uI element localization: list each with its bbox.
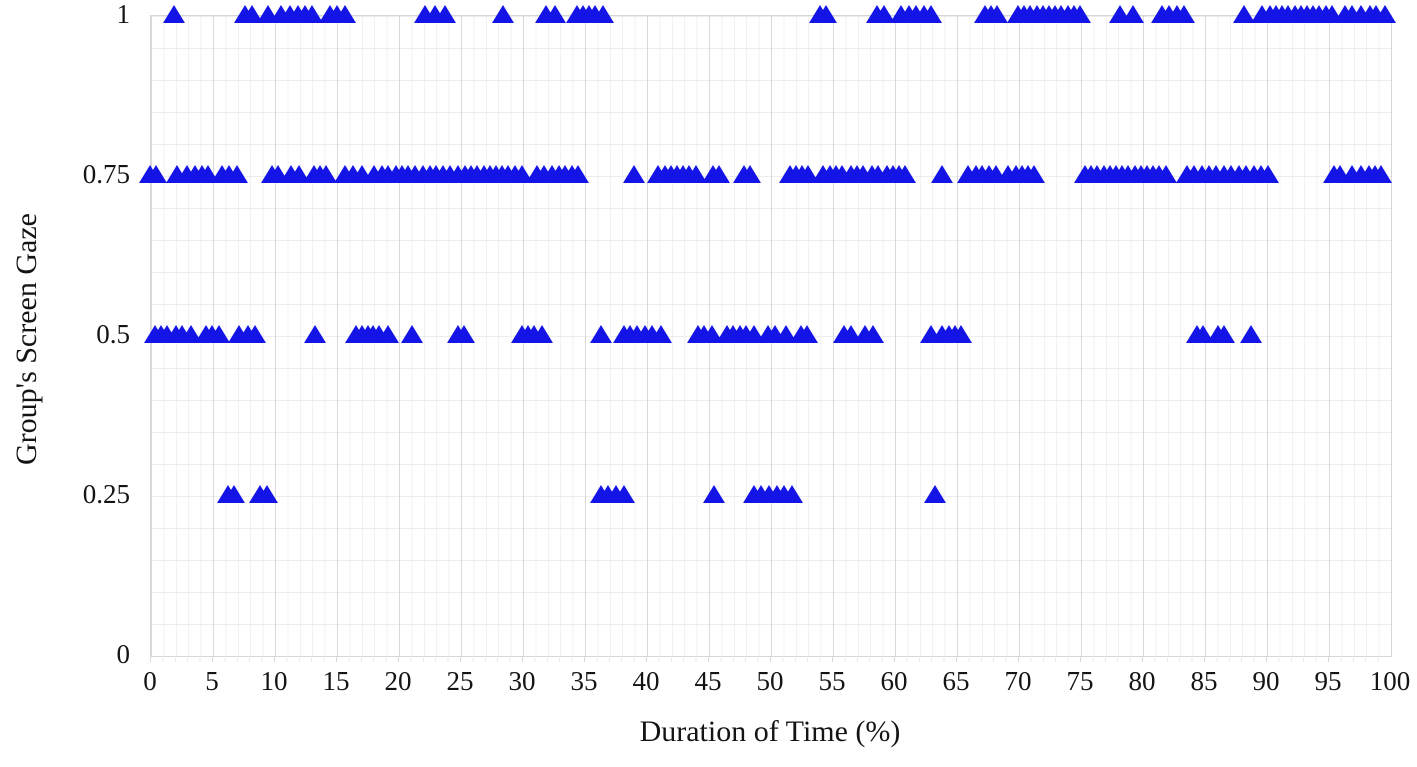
y-tick-label: 0.25: [82, 479, 130, 509]
y-tick-label: 0.5: [96, 319, 130, 349]
y-tick-label: 0: [116, 639, 131, 669]
data-point-marker: [894, 165, 917, 183]
x-tick-label: 25: [446, 666, 474, 696]
x-tick-label: 50: [756, 666, 784, 696]
data-point-marker: [796, 325, 819, 343]
data-point-marker: [315, 165, 338, 183]
x-tick-label: 80: [1128, 666, 1156, 696]
data-point-marker: [452, 325, 475, 343]
data-point-marker: [873, 5, 896, 23]
x-tick-label: 15: [322, 666, 350, 696]
axis-tick-marks: [150, 656, 1390, 662]
data-point-marker: [985, 5, 1008, 23]
data-point-marker: [684, 165, 707, 183]
data-point-marker: [244, 325, 267, 343]
data-point-marker: [781, 485, 804, 503]
data-point-marker: [208, 325, 231, 343]
data-point-marker: [492, 5, 515, 23]
x-tick-label: 60: [880, 666, 908, 696]
data-point-marker: [530, 325, 553, 343]
data-point-marker: [434, 5, 457, 23]
x-tick-label: 100: [1369, 666, 1411, 696]
y-tick-label: 0.75: [82, 159, 130, 189]
data-point-marker: [225, 165, 248, 183]
data-point-marker: [590, 325, 613, 343]
data-point-marker: [301, 5, 324, 23]
data-point-marker: [303, 325, 326, 343]
data-point-marker: [814, 5, 837, 23]
data-point-marker: [1374, 5, 1397, 23]
x-tick-label: 65: [942, 666, 970, 696]
data-point-marker: [377, 325, 400, 343]
data-point-marker: [739, 165, 762, 183]
x-tick-label: 10: [260, 666, 288, 696]
data-point-marker: [622, 165, 645, 183]
data-point-marker: [861, 325, 884, 343]
data-point-marker: [920, 5, 943, 23]
data-point-marker: [566, 165, 589, 183]
data-point-marker: [1370, 165, 1393, 183]
data-point-marker: [223, 485, 246, 503]
x-tick-label: 20: [384, 666, 412, 696]
x-tick-label: 90: [1252, 666, 1280, 696]
x-tick-label: 45: [694, 666, 722, 696]
x-axis-title: Duration of Time (%): [639, 715, 901, 748]
x-tick-label: 70: [1004, 666, 1032, 696]
data-point-marker: [1154, 165, 1177, 183]
data-point-marker: [703, 485, 726, 503]
data-point-marker: [949, 325, 972, 343]
data-point-marker: [649, 325, 672, 343]
data-point-marker: [145, 165, 168, 183]
x-tick-label: 40: [632, 666, 660, 696]
data-point-marker: [400, 325, 423, 343]
data-point-marker: [612, 485, 635, 503]
y-axis-title: Group's Screen Gaze: [10, 213, 43, 465]
data-point-marker: [1232, 5, 1255, 23]
x-tick-label: 30: [508, 666, 536, 696]
data-point-marker: [1240, 325, 1263, 343]
data-point-marker: [1212, 325, 1235, 343]
x-tick-label: 55: [818, 666, 846, 696]
data-point-marker: [1122, 5, 1145, 23]
data-point-marker: [591, 5, 614, 23]
data-point-marker: [1257, 165, 1280, 183]
x-tick-label: 5: [205, 666, 219, 696]
data-point-marker: [1069, 5, 1091, 23]
data-point-marker: [544, 5, 567, 23]
x-tick-label: 75: [1066, 666, 1094, 696]
data-point-marker: [931, 165, 954, 183]
x-tick-label: 0: [143, 666, 157, 696]
data-point-marker: [333, 5, 356, 23]
data-point-marker: [255, 485, 278, 503]
y-tick-label: 1: [116, 0, 131, 29]
data-point-marker: [923, 485, 946, 503]
data-point-marker: [162, 5, 185, 23]
x-tick-label: 85: [1190, 666, 1218, 696]
data-point-marker: [1173, 5, 1196, 23]
data-point-marker: [1023, 165, 1046, 183]
x-tick-label: 35: [570, 666, 598, 696]
x-tick-label: 95: [1314, 666, 1342, 696]
data-point-marker: [708, 165, 731, 183]
